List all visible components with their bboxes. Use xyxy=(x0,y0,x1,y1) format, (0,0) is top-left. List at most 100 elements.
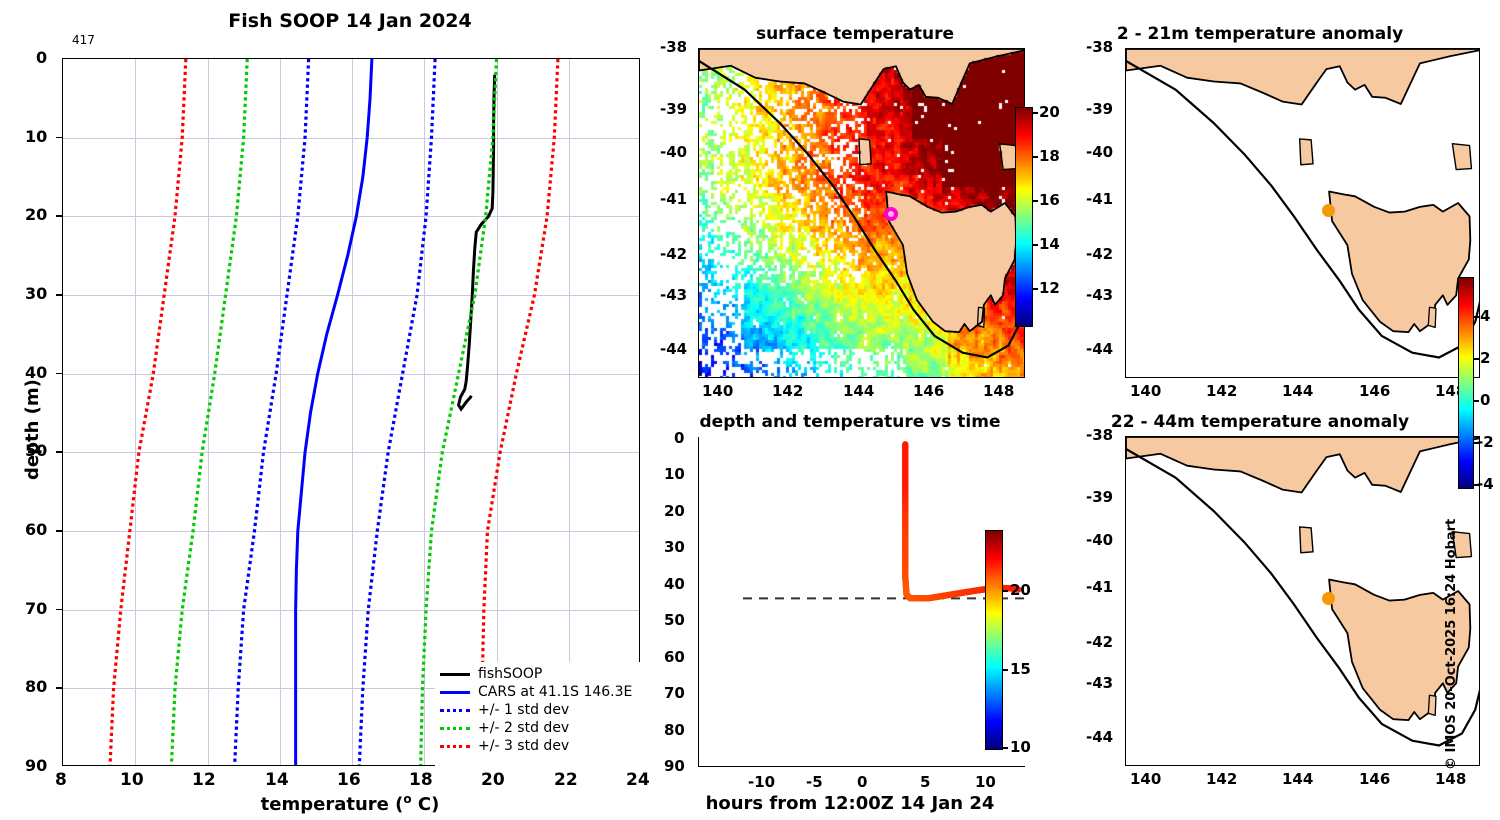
depthtime-scatter xyxy=(743,441,1025,602)
anomaly-top-xtick: 142 xyxy=(1206,382,1238,400)
anomaly-bottom-xtick: 144 xyxy=(1282,770,1314,788)
anomaly-bottom-xtick: 148 xyxy=(1435,770,1467,788)
sst-ytick: -43 xyxy=(660,286,688,304)
profile-curves xyxy=(108,59,560,765)
gridline-v xyxy=(207,59,209,765)
mainland-coast xyxy=(699,49,1024,106)
anomaly-top-ytick: -38 xyxy=(1086,38,1114,56)
sst-ytick: -41 xyxy=(660,190,688,208)
profile-series xyxy=(357,59,437,765)
legend-item-1std[interactable]: +/- 1 std dev xyxy=(440,701,645,719)
depthtime-ytick: 80 xyxy=(664,721,685,739)
profile-xtick: 18 xyxy=(409,770,433,790)
sst-ytick: -38 xyxy=(660,38,688,56)
depthtime-cb-tick: 15 xyxy=(1010,660,1031,678)
tickmark xyxy=(56,294,62,296)
anomaly-top-ytick: -42 xyxy=(1086,245,1114,263)
profile-series xyxy=(108,59,188,765)
gridline-h xyxy=(63,688,639,690)
anomaly-cb-tick: -4 xyxy=(1477,475,1494,493)
anomaly-top-ytick: -44 xyxy=(1086,340,1114,358)
profile-ytick: 0 xyxy=(36,48,48,67)
tickmark xyxy=(56,608,62,611)
legend-swatch-line xyxy=(440,690,470,694)
legend-item-fishsoop[interactable]: fishSOOP xyxy=(440,665,645,683)
anomaly-colorbar xyxy=(1458,277,1474,489)
sst-ytick: -39 xyxy=(660,100,688,118)
tickmark xyxy=(56,372,62,375)
sst-xtick: 146 xyxy=(913,382,945,400)
legend-item-2std[interactable]: +/- 2 std dev xyxy=(440,719,645,737)
anomaly-bottom-title: 22 - 44m temperature anomaly xyxy=(1110,412,1410,432)
profile-series xyxy=(233,59,311,765)
profile-ytick: 70 xyxy=(25,599,48,618)
legend-swatch-line xyxy=(440,708,470,712)
tickmark xyxy=(1474,484,1479,486)
king-island-coast xyxy=(1298,526,1314,554)
profile-ytick: 30 xyxy=(25,284,48,303)
profile-series xyxy=(480,59,560,765)
anomaly-bottom-map-area xyxy=(1125,436,1480,766)
anomaly-bottom-ytick: -38 xyxy=(1086,426,1114,444)
sst-xtick: 142 xyxy=(772,382,804,400)
station-marker[interactable] xyxy=(1322,204,1335,217)
depthtime-xtick: -10 xyxy=(748,773,776,791)
profile-xtick: 8 xyxy=(55,770,67,790)
station-marker[interactable] xyxy=(884,207,898,221)
anomaly-top-ytick: -39 xyxy=(1086,100,1114,118)
sst-xtick: 144 xyxy=(843,382,875,400)
anomaly-top-ytick: -40 xyxy=(1086,143,1114,161)
depthtime-cb-tick: 20 xyxy=(1010,581,1031,599)
legend-label: fishSOOP xyxy=(478,666,543,682)
shelf-break-contour xyxy=(699,60,1024,359)
tickmark xyxy=(56,451,62,453)
anomaly-bottom-xtick: 142 xyxy=(1206,770,1238,788)
sst-ytick: -44 xyxy=(660,340,688,358)
legend-item-cars[interactable]: CARS at 41.1S 146.3E xyxy=(440,683,645,701)
profile-xtick: 10 xyxy=(120,770,144,790)
anomaly-cb-tick: -2 xyxy=(1477,433,1494,451)
profile-title: Fish SOOP 14 Jan 2024 xyxy=(228,10,472,32)
tickmark xyxy=(1033,112,1038,114)
gridline-v xyxy=(352,59,353,765)
tickmark xyxy=(1033,200,1038,202)
station-marker[interactable] xyxy=(1322,592,1335,605)
tickmark xyxy=(1003,669,1008,671)
depthtime-ytick: 40 xyxy=(664,575,685,593)
gridline-h xyxy=(63,137,639,139)
gridline-v xyxy=(568,59,570,765)
profile-series xyxy=(294,59,374,765)
gridline-h xyxy=(63,373,639,375)
anomaly-bottom-panel: 22 - 44m temperature anomaly -38 -39 -40… xyxy=(1050,405,1500,820)
profile-xtick: 24 xyxy=(626,770,650,790)
anomaly-cb-tick: 2 xyxy=(1480,349,1491,367)
profile-legend: fishSOOP CARS at 41.1S 146.3E +/- 1 std … xyxy=(435,662,646,766)
king-island-coast xyxy=(1298,138,1314,166)
depthtime-ytick: 20 xyxy=(664,502,685,520)
profile-corner-label: 417 xyxy=(72,33,95,47)
legend-item-3std[interactable]: +/- 3 std dev xyxy=(440,737,645,755)
anomaly-top-ytick: -41 xyxy=(1086,190,1114,208)
depthtime-title: depth and temperature vs time xyxy=(699,412,1001,432)
tasmania-coast xyxy=(885,190,1018,334)
anomaly-cb-tick: 0 xyxy=(1480,391,1491,409)
anomaly-top-panel: 2 - 21m temperature anomaly -38 -39 -40 … xyxy=(1050,0,1500,405)
gridline-h xyxy=(63,295,639,296)
profile-xtick: 12 xyxy=(192,770,216,790)
profile-ylabel: depth (m) xyxy=(22,379,43,480)
profile-xlabel: temperature (o C) xyxy=(130,792,570,815)
depthtime-ytick: 70 xyxy=(664,684,685,702)
tickmark xyxy=(1033,156,1038,158)
tickmark xyxy=(1003,747,1008,749)
sst-ytick: -42 xyxy=(660,245,688,263)
tickmark xyxy=(1474,400,1479,402)
tickmark xyxy=(56,687,62,689)
profile-ytick: 40 xyxy=(25,363,48,382)
tickmark xyxy=(56,530,62,532)
gridline-h xyxy=(63,609,639,611)
anomaly-bottom-ytick: -39 xyxy=(1086,488,1114,506)
bruny-island-coast xyxy=(976,306,986,328)
sst-cb-tick: 16 xyxy=(1039,191,1060,209)
bruny-island-coast xyxy=(1427,306,1437,328)
tickmark xyxy=(56,215,62,217)
